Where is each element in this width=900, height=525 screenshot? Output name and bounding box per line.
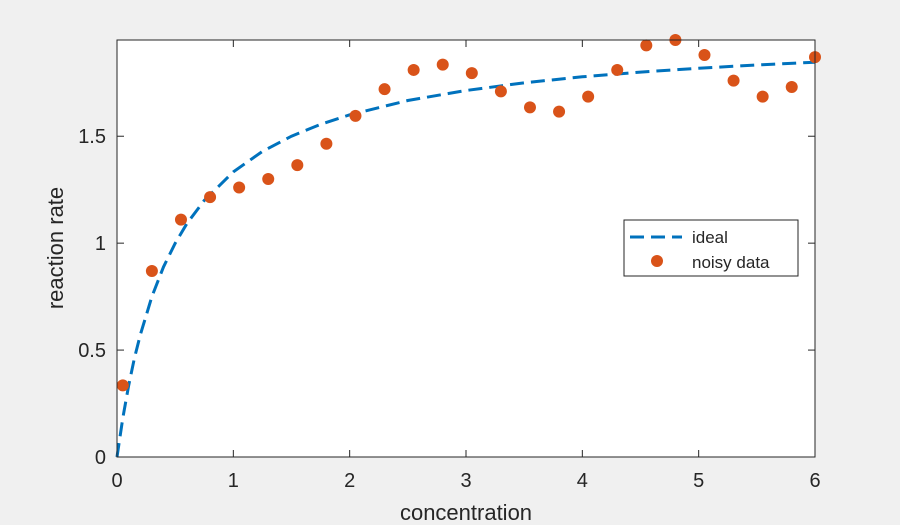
data-point (611, 63, 624, 76)
data-point (262, 173, 275, 185)
x-axis-label: concentration (400, 500, 532, 525)
data-point (727, 74, 740, 87)
x-tick-label: 0 (111, 470, 122, 492)
data-point (174, 213, 187, 226)
legend-ideal-label: ideal (692, 228, 728, 247)
y-tick-label: 0.5 (78, 340, 106, 362)
data-point (145, 264, 158, 277)
x-tick-label: 6 (809, 470, 820, 492)
data-point (291, 159, 304, 172)
legend-noisy-data-label: noisy data (692, 253, 770, 272)
y-tick-label: 1.5 (78, 126, 106, 148)
legend-box (623, 219, 799, 277)
legend-noisy-data-swatch (651, 255, 663, 267)
data-point (116, 379, 129, 392)
data-point (698, 48, 711, 61)
data-point (378, 83, 391, 96)
y-tick-label: 0 (95, 447, 106, 469)
legend: ideal noisy data (623, 219, 799, 277)
data-point (640, 39, 653, 52)
data-point (523, 101, 536, 114)
x-tick-label: 4 (577, 470, 588, 492)
data-point (349, 109, 362, 122)
data-point (785, 81, 798, 94)
data-point (494, 85, 507, 98)
data-point (320, 137, 333, 150)
x-tick-label: 1 (228, 470, 239, 492)
data-point (756, 90, 769, 103)
x-tick-label: 2 (344, 470, 355, 492)
axis-ticks (116, 40, 816, 458)
data-point (204, 191, 217, 204)
series-line-ideal (115, 60, 816, 458)
data-point (233, 181, 246, 194)
x-tick-label: 5 (693, 470, 704, 492)
plot-content (115, 34, 821, 458)
data-point (436, 58, 449, 71)
axis-tick-labels: 0 1 2 3 4 5 6 0 0.5 1 1.5 (78, 126, 820, 492)
data-point (465, 67, 478, 80)
y-tick-label: 1 (95, 233, 106, 255)
x-tick-label: 3 (460, 470, 471, 492)
data-point (582, 90, 595, 103)
y-axis-label: reaction rate (43, 187, 68, 309)
data-point (407, 63, 420, 76)
data-point (553, 105, 566, 118)
